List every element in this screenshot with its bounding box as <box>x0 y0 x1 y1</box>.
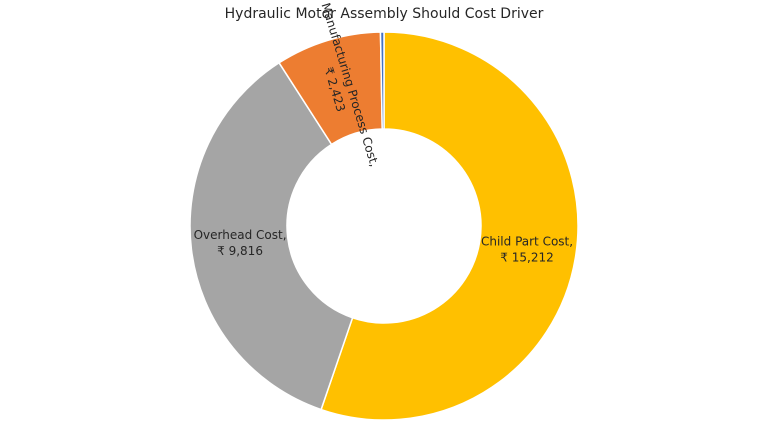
data-label: Overhead Cost, ₹ 9,816 <box>194 228 287 258</box>
value-label: ₹ 9,816 <box>217 244 263 258</box>
data-label: Child Part Cost, ₹ 15,212 <box>481 234 573 264</box>
value-label: ₹ 15,212 <box>500 250 553 264</box>
donut-slice <box>189 61 354 411</box>
donut-slice <box>320 31 579 421</box>
category-label: Child Part Cost, <box>481 234 573 248</box>
donut-slice <box>379 31 385 130</box>
category-label: Overhead Cost, <box>194 228 287 242</box>
chart-title: Hydraulic Motor Assembly Should Cost Dri… <box>225 6 544 22</box>
